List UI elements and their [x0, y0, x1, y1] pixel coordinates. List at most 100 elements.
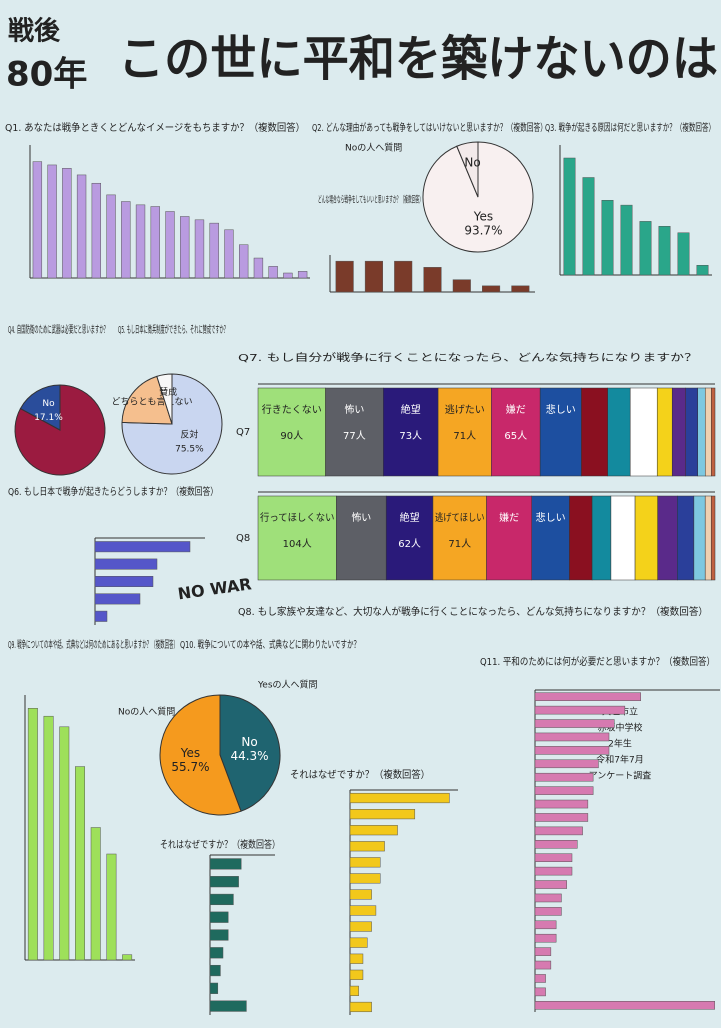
slice-label: No	[464, 156, 480, 170]
bar	[639, 221, 652, 276]
bar	[482, 285, 501, 293]
segment-label: 行ってほしくない	[260, 511, 334, 524]
segment-label: 嫌だ	[506, 403, 526, 416]
bar	[94, 558, 158, 570]
segment	[685, 387, 698, 477]
bar	[534, 719, 615, 728]
bar	[94, 610, 108, 622]
segment	[656, 387, 673, 477]
segment	[486, 495, 532, 581]
bar	[582, 177, 595, 276]
pie-slice	[156, 373, 173, 425]
bar	[349, 969, 364, 980]
pie-slice	[14, 384, 106, 476]
bar	[91, 182, 101, 279]
bar	[534, 692, 641, 701]
bar	[534, 840, 578, 849]
bar	[253, 257, 264, 279]
segment	[383, 387, 439, 477]
bar	[534, 746, 610, 755]
bar	[534, 705, 626, 715]
note: どんな場合なら戦争をしてもいいと思いますか？（複数回答）	[318, 194, 423, 206]
chart-title: Q6. もし日本で戦争が起きたらどうしますか？（複数回答）	[8, 485, 218, 498]
bar	[135, 204, 146, 279]
segment-label: 行きたくない	[262, 403, 322, 416]
bar	[165, 211, 175, 279]
bar	[534, 974, 546, 983]
segment	[581, 387, 608, 477]
bar	[180, 216, 190, 279]
bar	[62, 168, 72, 279]
bar	[209, 929, 229, 941]
chart-title: Q10. 戦争についての本や話、式典などに関わりたいですか？	[180, 638, 360, 651]
segment	[591, 495, 612, 581]
segment	[610, 495, 636, 581]
bar	[534, 947, 552, 956]
segment	[710, 495, 716, 581]
bar	[534, 920, 557, 930]
bar	[534, 960, 552, 970]
slice-label: 反対	[180, 428, 198, 440]
bar	[601, 200, 614, 276]
segment	[325, 387, 384, 477]
bar	[534, 759, 599, 769]
chart-title: Q11. 平和のためには何が必要だと思いますか？（複数回答）	[480, 655, 715, 668]
bar	[283, 272, 293, 279]
bar	[349, 905, 377, 916]
bar	[349, 937, 368, 948]
segment	[697, 387, 706, 477]
bar	[224, 229, 234, 279]
bar	[349, 792, 450, 804]
bar	[239, 244, 249, 279]
bar	[394, 260, 413, 293]
bar	[194, 219, 205, 279]
value-label: 62人	[398, 538, 421, 550]
segment	[491, 387, 541, 477]
chart-title: それはなぜですか？（複数回答）	[290, 768, 430, 781]
segment	[677, 495, 695, 581]
bar	[209, 858, 242, 870]
bar	[94, 593, 141, 605]
bar	[349, 889, 372, 900]
header-line2: 80年	[6, 55, 87, 95]
segment	[607, 387, 631, 477]
header-line1: 戦後	[8, 16, 61, 47]
value-label: 17.1%	[34, 413, 63, 423]
bar	[122, 954, 133, 961]
bar	[534, 799, 589, 809]
chart-title: Q8. もし家族や友達など、大切な人が戦争に行くことになったら、どんな気持ちにな…	[238, 605, 708, 618]
bar	[534, 893, 562, 903]
segment-label: 悲しい	[536, 511, 566, 524]
segment-label: 逃げてほしい	[435, 511, 485, 524]
segment	[693, 495, 706, 581]
segment	[569, 495, 593, 581]
bar	[32, 161, 43, 279]
bar	[349, 809, 416, 820]
segment-label: 悲しい	[546, 403, 576, 416]
bar	[563, 157, 576, 276]
chart-title: Q3. 戦争が起きる原因は何だと思いますか？（複数回答）	[545, 121, 715, 134]
value-label: 71人	[453, 430, 476, 442]
bar	[620, 204, 633, 276]
segment	[657, 495, 678, 581]
bar	[452, 279, 471, 293]
bar	[534, 880, 567, 889]
bar	[534, 987, 546, 997]
value-label: 71人	[448, 538, 471, 550]
bar	[209, 964, 221, 977]
bar	[209, 982, 219, 994]
bar	[349, 857, 381, 868]
segment-label: 怖い	[344, 403, 364, 416]
bar	[534, 732, 610, 742]
bar	[150, 206, 160, 279]
chart-title: それはなぜですか？（複数回答）	[160, 838, 280, 851]
bar	[349, 873, 381, 884]
bar	[76, 174, 87, 279]
bar	[209, 222, 219, 279]
chart-title: Q7. もし自分が戦争に行くことになったら、どんな気持ちになりますか？	[238, 351, 698, 364]
slice-label: 賛成	[159, 386, 177, 398]
chart-title: Q5. もし日本に徴兵制度ができたら、それに賛成ですか？	[118, 323, 228, 336]
bar	[349, 985, 359, 996]
